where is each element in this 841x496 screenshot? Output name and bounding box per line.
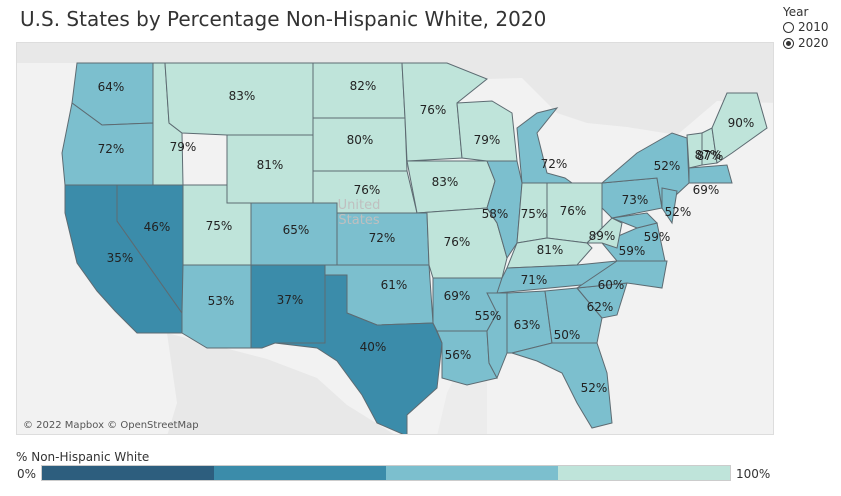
state-region-md[interactable] [610,212,658,229]
state-value-label-pa: 73% [622,193,649,207]
year-option-2010[interactable]: 2010 [783,19,829,35]
state-value-label-al: 63% [514,318,541,332]
state-region-nj[interactable] [661,187,678,225]
state-value-label-ga: 50% [554,328,581,342]
state-value-label-ne: 76% [354,183,381,197]
state-region-ga[interactable] [544,287,603,344]
state-value-label-mt: 83% [229,89,256,103]
state-value-label-ny: 52% [654,159,681,173]
state-value-label-wi: 79% [474,133,501,147]
state-value-label-mo: 76% [444,235,471,249]
state-value-label-nd: 82% [350,79,377,93]
state-value-label-az: 53% [208,294,235,308]
year-filter-label: Year [783,5,809,19]
chart-title: U.S. States by Percentage Non-Hispanic W… [20,7,547,31]
legend-swatch-3 [386,466,558,480]
basemap-label-line-1: United [338,198,381,213]
state-value-label-md: 59% [644,230,671,244]
state-region-wi[interactable] [456,100,518,162]
us-map[interactable]: United States 64% 72% 35% 46% 79% 83% 81% 75% 53… [17,43,774,435]
year-filter: Year 2010 2020 [783,5,829,51]
state-value-label-tx: 40% [360,340,387,354]
state-value-label-nm: 37% [277,293,304,307]
state-value-label-mi: 72% [541,157,568,171]
legend-min-label: 0% [17,467,37,481]
state-value-label-co: 65% [283,223,310,237]
state-value-label-or: 72% [98,142,125,156]
state-value-label-wy: 81% [257,158,284,172]
state-value-label-nv: 46% [144,220,171,234]
legend-swatch-2 [214,466,386,480]
state-region-wv[interactable] [585,217,623,249]
basemap-text: United States [338,198,381,228]
color-legend-bar [41,465,731,481]
state-value-label-ca: 35% [107,251,134,265]
state-region-fl[interactable] [510,342,613,429]
year-option-2020-label: 2020 [798,36,829,50]
state-value-label-ks: 72% [369,231,396,245]
state-region-tx[interactable] [274,274,443,435]
state-value-label-nj: 52% [665,205,692,219]
state-value-label-sc: 62% [587,300,614,314]
state-value-label-la: 56% [445,348,472,362]
state-region-mi[interactable] [516,107,574,184]
year-option-2010-label: 2010 [798,20,829,34]
state-value-label-tn: 71% [521,273,548,287]
radio-2010[interactable] [783,21,794,33]
state-value-label-me: 90% [728,116,755,130]
state-value-label-in: 75% [521,207,548,221]
state-value-label-wv: 89% [589,229,616,243]
state-value-label-wa: 64% [98,80,125,94]
state-value-label-fl: 52% [581,381,608,395]
state-value-label-vt: 87% [695,148,722,162]
map-frame[interactable]: United States 64% 72% 35% 46% 79% 83% 81% 75% 53… [16,42,774,435]
state-region-ma[interactable] [688,164,733,184]
state-value-label-sd: 80% [347,133,374,147]
basemap [17,43,773,434]
state-region-nc[interactable] [576,260,668,289]
legend-swatch-1 [42,466,214,480]
states-layer[interactable] [61,62,768,435]
state-value-label-mn: 76% [420,103,447,117]
radio-2020[interactable] [783,37,794,49]
legend-max-label: 100% [736,467,771,481]
state-region-il[interactable] [486,160,523,260]
labels-layer: 64% 72% 35% 46% 79% 83% 81% 75% 53% 65% 37% 82% 80% 7… [98,79,755,395]
state-value-label-id: 79% [170,140,197,154]
state-region-va[interactable] [601,222,666,262]
state-value-label-ia: 83% [432,175,459,189]
state-value-label-ok: 61% [381,278,408,292]
year-option-2020[interactable]: 2020 [783,35,829,51]
state-region-me[interactable] [711,92,768,164]
state-value-label-ut: 75% [206,219,233,233]
legend-title: % Non-Hispanic White [16,450,150,464]
state-value-label-nc: 60% [598,278,625,292]
state-value-label-oh: 76% [560,204,587,218]
state-value-label-ar: 69% [444,289,471,303]
legend-swatch-4 [558,466,730,480]
state-value-label-ms: 55% [475,309,502,323]
state-value-label-il: 58% [482,207,509,221]
state-value-label-ma: 69% [693,183,720,197]
basemap-label-line-2: States [338,213,379,228]
state-value-label-ky: 81% [537,243,564,257]
state-value-label-nh: 87% [697,149,724,163]
state-value-label-va: 59% [619,244,646,258]
map-attribution[interactable]: © 2022 Mapbox © OpenStreetMap [23,420,199,431]
